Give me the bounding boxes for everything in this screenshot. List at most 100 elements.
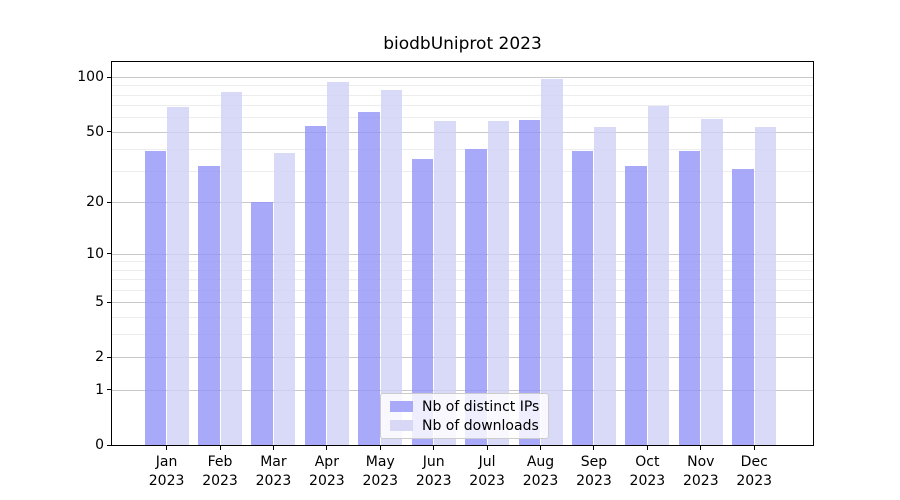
y-gridline-major <box>112 77 813 79</box>
bar-ips-may <box>358 112 380 445</box>
y-tick-label: 100 <box>77 69 104 86</box>
x-tick-mark <box>700 445 702 450</box>
y-tick-label: 5 <box>95 294 104 311</box>
x-tick-label-year: 2023 <box>415 473 452 489</box>
x-tick-label-year: 2023 <box>469 473 505 489</box>
x-tick-label-year: 2023 <box>148 473 185 489</box>
y-gridline-minor <box>112 269 813 271</box>
y-tick-mark <box>107 356 112 358</box>
x-tick-label: Sep 2023 <box>562 453 626 491</box>
y-gridline-minor <box>112 289 813 291</box>
legend-label-downloads: Nb of downloads <box>422 417 539 434</box>
x-tick-label-month: Aug <box>526 454 555 470</box>
legend-label-distinct-ips: Nb of distinct IPs <box>422 398 540 415</box>
y-tick-mark <box>107 76 112 78</box>
y-tick-mark <box>107 201 112 203</box>
x-tick-label-year: 2023 <box>362 473 399 489</box>
y-tick-mark <box>107 131 112 133</box>
x-tick-label-year: 2023 <box>202 473 238 489</box>
x-tick-mark <box>326 445 328 450</box>
x-tick-label: Jun 2023 <box>402 453 466 491</box>
x-tick-label-year: 2023 <box>576 473 612 489</box>
y-gridline-major <box>112 253 813 255</box>
x-tick-label-month: Dec <box>740 454 768 470</box>
chart-title: biodbUniprot 2023 <box>383 34 542 54</box>
bar-downloads-dec <box>754 126 777 445</box>
bar-downloads-aug <box>541 78 563 445</box>
legend-item-downloads: Nb of downloads <box>390 417 539 434</box>
legend-swatch-distinct-ips <box>390 401 413 412</box>
bar-downloads-mar <box>273 152 296 445</box>
x-tick-label-year: 2023 <box>682 473 719 489</box>
bar-ips-jun <box>411 159 434 445</box>
x-tick-label: May 2023 <box>348 453 412 491</box>
bar-ips-jul <box>465 148 487 445</box>
x-tick-mark <box>753 445 755 450</box>
plot-area: Dec 2023 Nov 2023 Oct 2023 Sep 2023 Aug 2023 Jul 20… <box>77 61 814 489</box>
bar-downloads-feb <box>220 91 243 445</box>
x-tick-label: Apr 2023 <box>295 453 359 491</box>
y-gridline-minor <box>112 85 813 87</box>
x-tick-label-month: Jul <box>478 454 496 470</box>
y-tick-mark <box>107 389 112 391</box>
x-tick-label-month: Sep <box>580 454 608 470</box>
x-tick-label-year: 2023 <box>629 473 666 489</box>
y-gridline-minor <box>112 94 813 96</box>
y-tick-mark <box>107 444 112 446</box>
bar-ips-jan <box>144 150 167 445</box>
x-tick-mark <box>272 445 274 450</box>
x-tick-label-year: 2023 <box>309 473 345 489</box>
y-gridline-major <box>112 302 813 304</box>
legend: Nb of distinct IPs Nb of downloads <box>380 393 550 439</box>
y-tick-mark <box>107 301 112 303</box>
x-tick-label-year: 2023 <box>255 473 292 489</box>
x-tick-mark <box>593 445 595 450</box>
bar-ips-dec <box>732 168 754 445</box>
y-tick-label: 20 <box>86 194 104 211</box>
x-tick-label-month: Jan <box>155 454 178 470</box>
x-tick-label-year: 2023 <box>522 473 559 489</box>
y-gridline-minor <box>112 148 813 150</box>
bar-downloads-may <box>380 89 403 445</box>
bar-ips-aug <box>518 119 541 445</box>
x-tick-mark <box>219 445 221 450</box>
y-tick-label: 0 <box>95 437 104 453</box>
x-tick-mark <box>433 445 435 450</box>
y-tick-label: 1 <box>95 381 104 398</box>
x-tick-label-month: Feb <box>207 454 233 470</box>
bar-downloads-oct <box>647 106 670 445</box>
bar-downloads-sep <box>594 126 616 445</box>
x-tick-label: Jan 2023 <box>135 453 199 491</box>
x-tick-label: Dec 2023 <box>722 453 786 491</box>
y-gridline-minor <box>112 105 813 107</box>
bar-ips-oct <box>625 166 647 445</box>
y-gridline-minor <box>112 279 813 281</box>
x-tick-label-month: Oct <box>635 454 660 470</box>
x-tick-label-month: Apr <box>314 454 339 470</box>
bar-downloads-apr <box>327 81 349 445</box>
x-tick-label-year: 2023 <box>736 473 773 489</box>
x-tick-mark <box>646 445 648 450</box>
legend-swatch-downloads <box>390 420 413 431</box>
y-gridline-major <box>112 131 813 133</box>
x-tick-label: Mar 2023 <box>241 453 305 491</box>
x-tick-mark <box>486 445 488 450</box>
y-gridline-major <box>112 389 813 391</box>
y-gridline-minor <box>112 334 813 336</box>
y-tick-label: 50 <box>86 123 104 140</box>
x-tick-label: Jul 2023 <box>455 453 519 491</box>
x-tick-label-month: May <box>365 454 395 470</box>
y-tick-label: 10 <box>86 245 104 262</box>
y-gridline-major <box>112 202 813 204</box>
bar-ips-sep <box>571 150 594 445</box>
y-tick-label: 2 <box>95 349 104 366</box>
legend-item-distinct-ips: Nb of distinct IPs <box>390 398 540 415</box>
x-tick-label-month: Nov <box>687 454 715 470</box>
y-gridline-minor <box>112 171 813 173</box>
bar-ips-mar <box>251 202 273 445</box>
x-tick-label: Aug 2023 <box>509 453 573 491</box>
y-gridline-minor <box>112 117 813 119</box>
y-gridline-minor <box>112 261 813 263</box>
y-gridline-minor <box>112 316 813 318</box>
bar-downloads-jun <box>434 121 456 445</box>
